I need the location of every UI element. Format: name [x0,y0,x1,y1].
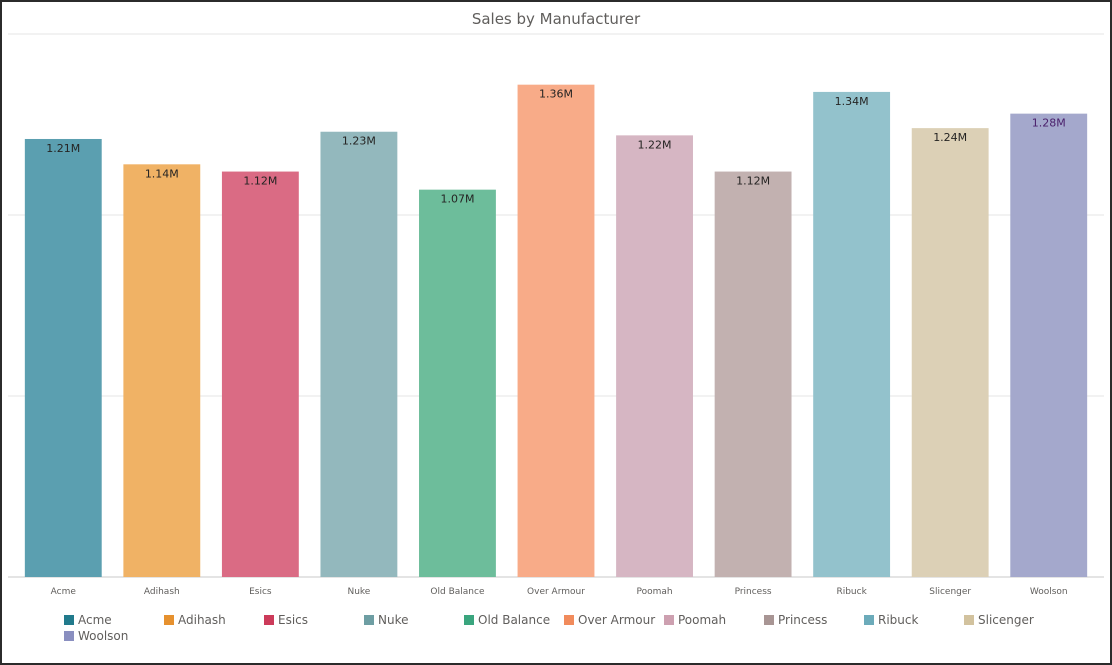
legend-item-3[interactable]: Nuke [364,612,464,627]
legend-label-1: Adihash [178,612,226,627]
legend-swatch-3 [364,614,374,625]
x-tick-label-9: Slicenger [929,587,971,597]
legend-label-5: Over Armour [578,612,656,627]
legend-swatch-9 [964,614,974,625]
bar-7 [714,171,792,577]
x-tick-label-0: Acme [51,587,77,597]
legend-swatch-0 [64,614,74,625]
bar-9 [911,128,989,577]
legend-item-10[interactable]: Woolson [64,628,164,643]
data-label-5: 1.36M [539,88,573,101]
legend-label-9: Slicenger [978,612,1034,627]
legend-swatch-1 [164,614,174,625]
data-label-0: 1.21M [46,142,80,155]
legend-label-10: Woolson [78,628,129,643]
bar-8 [813,91,891,578]
chart-title: Sales by Manufacturer [471,10,641,28]
legend-item-1[interactable]: Adihash [164,612,264,627]
x-tick-label-4: Old Balance [430,587,485,597]
x-tick-label-7: Princess [735,587,772,597]
x-tick-label-8: Ribuck [836,587,867,597]
x-tick-label-6: Poomah [636,587,672,597]
x-tick-label-3: Nuke [347,587,370,597]
chart-legend: Acme Adihash Esics Nuke Old Balance Over Armo… [64,612,1094,643]
legend-item-2[interactable]: Esics [264,612,364,627]
legend-item-7[interactable]: Princess [764,612,864,627]
bar-10 [1010,113,1088,577]
x-tick-label-2: Esics [249,587,272,597]
legend-swatch-8 [864,614,874,625]
bar-1 [123,164,201,577]
data-label-8: 1.34M [835,95,869,108]
legend-item-6[interactable]: Poomah [664,612,764,627]
legend-item-8[interactable]: Ribuck [864,612,964,627]
legend-swatch-5 [564,614,574,625]
legend-label-3: Nuke [378,612,409,627]
legend-item-0[interactable]: Acme [64,612,164,627]
bar-2 [221,171,299,577]
data-label-10: 1.28M [1032,117,1066,130]
legend-label-2: Esics [278,612,309,627]
legend-swatch-6 [664,614,674,625]
bar-4 [419,189,496,577]
data-label-3: 1.23M [342,135,376,148]
legend-label-7: Princess [778,612,828,627]
legend-item-9[interactable]: Slicenger [964,612,1064,627]
bar-chart: 1.21M Acme 1.14M Adihash 1.12M Esics 1.23M Nuke… [8,33,1104,597]
legend-item-4[interactable]: Old Balance [464,612,564,627]
data-label-6: 1.22M [638,138,672,151]
legend-swatch-2 [264,614,274,625]
bar-6 [616,135,693,578]
bar-0 [24,138,102,578]
legend-swatch-10 [64,630,74,641]
x-tick-label-5: Over Armour [527,587,585,597]
bar-5 [517,84,595,578]
data-label-2: 1.12M [243,175,277,188]
x-tick-label-10: Woolson [1030,587,1068,597]
legend-label-8: Ribuck [878,612,919,627]
data-label-4: 1.07M [440,193,474,206]
legend-swatch-7 [764,614,774,625]
bar-3 [320,131,398,578]
legend-swatch-4 [464,614,474,625]
legend-item-5[interactable]: Over Armour [564,612,664,627]
data-label-7: 1.12M [736,175,770,188]
legend-label-4: Old Balance [478,612,551,627]
data-label-1: 1.14M [145,167,179,180]
legend-label-0: Acme [78,612,112,627]
data-label-9: 1.24M [933,131,967,144]
x-tick-label-1: Adihash [144,587,180,597]
legend-label-6: Poomah [678,612,727,627]
